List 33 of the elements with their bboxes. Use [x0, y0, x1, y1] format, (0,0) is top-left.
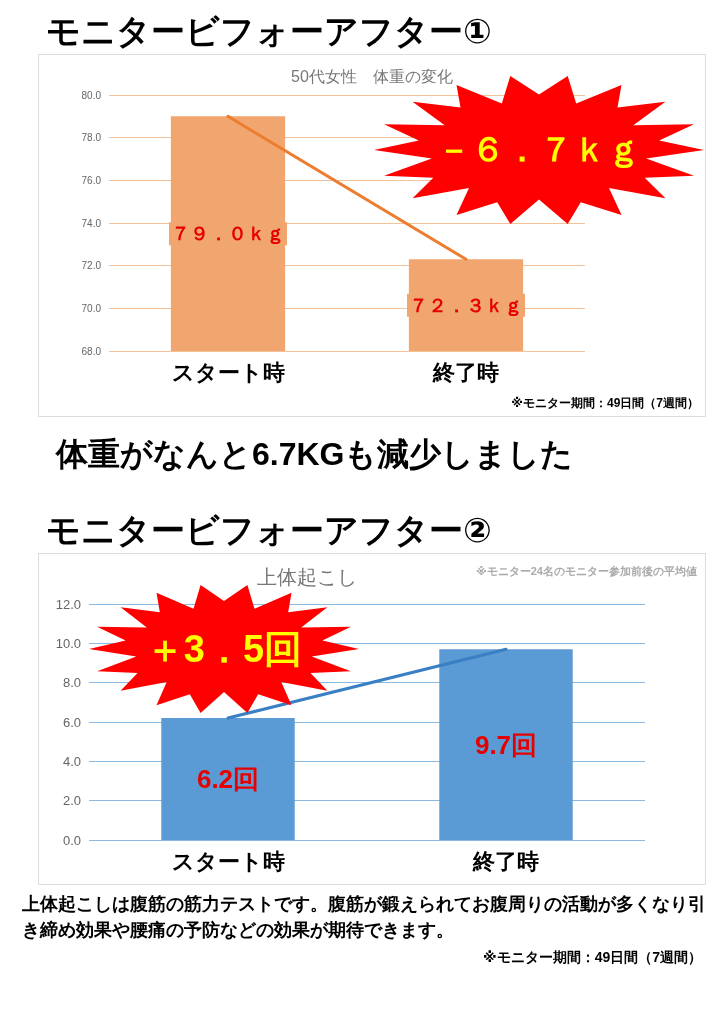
- text: ※モニター期間：49日間（7週間）: [510, 395, 700, 412]
- y-tick-label: 72.0: [81, 260, 102, 272]
- x-tick-label: 終了時: [432, 359, 499, 385]
- data-label: ７９．０ｋｇ: [171, 223, 285, 246]
- chart-subtitle: 50代女性 体重の変化: [291, 67, 453, 85]
- y-tick-label: 78.0: [81, 132, 102, 144]
- y-tick-label: 76.0: [81, 174, 102, 186]
- chart-subtitle: 上体起こし: [257, 566, 358, 588]
- y-tick-label: 80.0: [81, 89, 102, 101]
- text: ※モニター24名のモニター参加前後の平均値: [476, 564, 697, 579]
- y-tick-label: 0.0: [62, 832, 81, 848]
- annotation: ＋3．5回: [145, 627, 303, 670]
- data-label: ７２．３ｋｇ: [409, 294, 523, 317]
- y-tick-label: 6.0: [62, 714, 81, 730]
- y-tick-label: 68.0: [81, 345, 102, 357]
- data-label: 9.7回: [474, 729, 538, 760]
- y-tick-label: 4.0: [62, 753, 81, 769]
- y-tick-label: 12.0: [55, 596, 81, 612]
- y-tick-label: 10.0: [55, 635, 81, 651]
- chart-title: モニタービフォーアフター②: [45, 510, 493, 551]
- x-tick-label: スタート時: [171, 848, 285, 874]
- chart-title: モニタービフォーアフター①: [45, 11, 493, 52]
- text: 体重がなんと6.7KGも減少しました: [54, 435, 575, 474]
- y-tick-label: 74.0: [81, 217, 102, 229]
- text: ※モニター期間：49日間（7週間）: [482, 948, 703, 967]
- y-tick-label: 70.0: [81, 302, 102, 314]
- text: 上体起こしは腹筋の筋力テストです。腹筋が鍛えられてお腹周りの活動が多くなり引き締め効果や腰痛の予防などの効果が期待できます。: [21, 893, 707, 942]
- y-tick-label: 2.0: [62, 793, 81, 809]
- x-tick-label: 終了時: [472, 848, 539, 874]
- y-tick-label: 8.0: [62, 675, 81, 691]
- x-tick-label: スタート時: [171, 359, 285, 385]
- annotation: －６．７ｋｇ: [437, 130, 641, 168]
- data-label: 6.2回: [196, 764, 260, 795]
